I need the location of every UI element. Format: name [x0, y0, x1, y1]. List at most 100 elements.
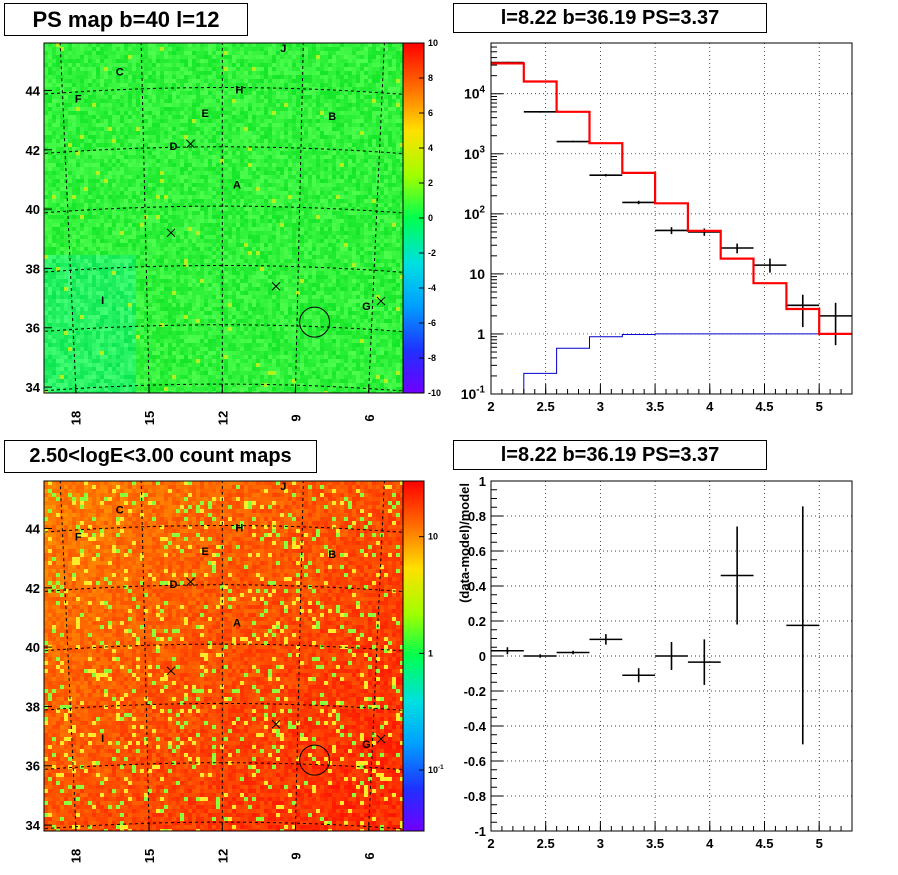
source-label-g: G	[362, 301, 371, 313]
residuals-y-tick-label: -1	[474, 824, 486, 839]
y-tick-label: 40	[26, 202, 40, 217]
count-pixels	[44, 481, 403, 831]
residuals-y-tick-label: 0.2	[468, 614, 486, 629]
source-label-f: F	[75, 93, 82, 105]
source-label-e: E	[202, 546, 209, 558]
count-map-plot: C F J H E B D A I G 18 15 12 9 6 34 36 38 40 42 44 10 1 10-1	[26, 480, 444, 863]
latitude-line	[44, 383, 403, 392]
x-tick-label: 18	[69, 849, 84, 863]
count-graticule	[44, 481, 403, 831]
residuals-x-tick-label: 2	[487, 836, 494, 851]
source-label-h: H	[235, 522, 243, 534]
spectrum-x-tick-label: 3	[597, 399, 604, 414]
spectrum-y-tick-label: 10	[469, 266, 485, 282]
latitude-line	[44, 265, 403, 273]
ps-colorbar-tick-label: 2	[428, 178, 433, 188]
spectrum-ticks	[490, 46, 853, 395]
ps-colorbar-tick-label: -2	[428, 248, 436, 258]
ps-graticule	[44, 43, 403, 393]
latitude-line	[44, 146, 403, 155]
residuals-y-tick-label: 0.6	[468, 544, 486, 559]
residuals-y-tick-label: 1	[479, 474, 486, 489]
y-tick-label: 40	[26, 640, 40, 655]
source-label-f: F	[75, 531, 82, 543]
source-cross	[166, 666, 176, 676]
x-tick-label: 15	[142, 849, 157, 863]
source-label-g: G	[362, 739, 371, 751]
latitude-line	[44, 584, 403, 593]
ps-colorbar-tick-label: -8	[428, 353, 436, 363]
residuals-x-tick-label: 4.5	[755, 836, 773, 851]
residuals-title: l=8.22 b=36.19 PS=3.37	[453, 440, 767, 470]
longitude-line	[294, 481, 304, 831]
source-label-h: H	[235, 84, 243, 96]
target-circle	[299, 306, 331, 338]
spectrum-x-tick-label: 2	[487, 399, 494, 414]
latitude-line	[44, 762, 403, 771]
source-label-d: D	[169, 579, 177, 591]
x-tick-label: 12	[215, 849, 230, 863]
residuals-y-tick-label: -0.2	[464, 684, 486, 699]
data-series	[491, 61, 852, 346]
ps-colorbar-tick-label: 8	[428, 73, 433, 83]
source-cross	[166, 228, 176, 238]
latitude-line	[44, 87, 403, 95]
source-cross	[271, 719, 281, 729]
latitude-line	[44, 324, 403, 333]
spectrum-plot: 2 2.5 3 3.5 4 4.5 5 10-1 1 10 102 103 104	[461, 42, 853, 414]
residuals-y-tick-label: 0.8	[468, 509, 486, 524]
residuals-x-tick-label: 2.5	[537, 836, 555, 851]
source-label-a: A	[233, 617, 241, 629]
longitude-line	[140, 43, 150, 393]
x-tick-label: 18	[69, 411, 84, 425]
source-cross	[376, 296, 386, 306]
residuals-y-tick-label: -0.4	[464, 719, 487, 734]
source-label-d: D	[169, 141, 177, 153]
residuals-y-tick-label: 0	[479, 649, 486, 664]
spectrum-x-tick-label: 2.5	[537, 399, 555, 414]
count-colorbar-bar	[402, 480, 425, 832]
count-colorbar-tick-label: 10-1	[428, 764, 444, 775]
y-tick-label: 38	[26, 699, 40, 714]
ps-colorbar-tick-label: 6	[428, 108, 433, 118]
ps-map-title: PS map b=40 l=12	[4, 3, 248, 36]
source-label-b: B	[328, 111, 336, 123]
x-tick-label: 9	[289, 852, 304, 859]
spectrum-x-tick-label: 4	[706, 399, 714, 414]
residuals-x-tick-label: 4	[706, 836, 714, 851]
residuals-x-tick-label: 3.5	[646, 836, 664, 851]
x-tick-label: 15	[142, 411, 157, 425]
x-tick-label: 9	[289, 414, 304, 421]
spectrum-grid	[490, 43, 852, 395]
source-label-j: J	[280, 481, 286, 493]
spectrum-x-tick-label: 5	[816, 399, 823, 414]
source-label-a: A	[233, 179, 241, 191]
source-label-e: E	[202, 108, 209, 120]
source-cross	[271, 281, 281, 291]
source-label-j: J	[280, 43, 286, 55]
residual-points	[491, 506, 820, 745]
spectrum-frame	[490, 42, 853, 395]
model-line	[491, 62, 852, 335]
count-map-title: 2.50<logE<3.00 count maps	[4, 440, 317, 473]
spectrum-y-tick-label: 103	[464, 144, 486, 161]
source-label-i: I	[101, 295, 104, 307]
x-tick-label: 6	[362, 414, 377, 421]
spectrum-series	[491, 61, 852, 395]
spectrum-y-tick-label: 10-1	[461, 385, 486, 402]
ps-colorbar-tick-label: -4	[428, 283, 436, 293]
residuals-ticks	[490, 480, 853, 832]
longitude-line	[59, 43, 77, 393]
source-label-i: I	[101, 733, 104, 745]
residuals-y-tick-label: -0.8	[464, 789, 486, 804]
residuals-y-axis-label: (data-model)/model	[457, 483, 472, 603]
y-tick-label: 44	[26, 83, 41, 98]
source-label-b: B	[328, 549, 336, 561]
ps-map-area: C F J H E B D A I G	[44, 43, 403, 393]
y-tick-label: 36	[26, 321, 40, 336]
y-tick-label: 42	[26, 143, 40, 158]
spectrum-x-tick-label: 4.5	[755, 399, 773, 414]
ps-colorbar-tick-label: 10	[428, 38, 438, 48]
